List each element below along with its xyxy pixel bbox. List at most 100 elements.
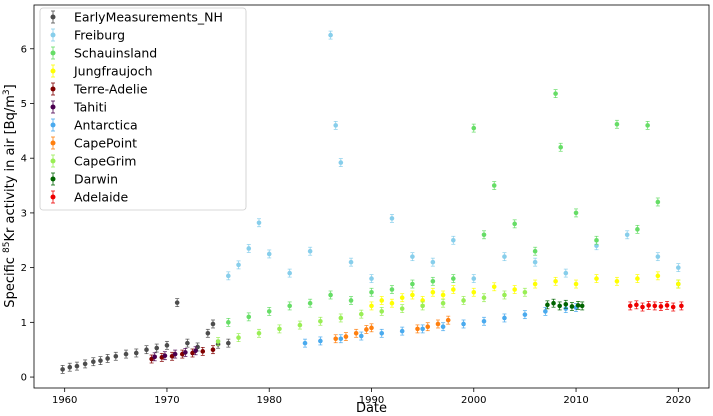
- data-point: [440, 292, 446, 298]
- data-point: [318, 318, 323, 324]
- data-point: [635, 227, 640, 232]
- data-point: [328, 292, 333, 298]
- y-axis-title-superscript: 85: [2, 242, 12, 253]
- legend-label: CapePoint: [74, 136, 137, 151]
- legend-label: Adelaide: [74, 190, 128, 205]
- data-point: [379, 298, 385, 303]
- x-tick-label: 1970: [154, 395, 179, 406]
- data-point: [256, 330, 262, 336]
- data-point: [573, 281, 579, 287]
- y-tick-label: 4: [21, 154, 27, 165]
- data-point: [679, 303, 684, 309]
- data-point: [655, 254, 661, 259]
- data-point: [174, 300, 180, 305]
- data-point: [410, 254, 415, 259]
- data-point: [343, 334, 349, 339]
- data-point: [551, 300, 556, 306]
- data-point: [502, 254, 507, 259]
- data-point: [430, 289, 436, 295]
- data-point: [172, 351, 178, 357]
- data-point: [557, 303, 562, 309]
- data-point: [594, 237, 599, 243]
- data-point: [369, 325, 374, 331]
- legend-frame: [39, 7, 247, 211]
- x-tick-label: 2010: [563, 395, 588, 406]
- data-point: [425, 324, 431, 330]
- data-point: [645, 123, 650, 128]
- data-point: [287, 270, 292, 276]
- data-point: [471, 276, 477, 281]
- data-point: [522, 312, 528, 317]
- data-point: [532, 248, 538, 254]
- data-point: [579, 303, 585, 309]
- data-point: [348, 298, 354, 303]
- data-point: [481, 232, 487, 238]
- data-points: [60, 30, 684, 374]
- data-point: [256, 220, 262, 226]
- data-point: [553, 279, 558, 284]
- data-point: [226, 340, 231, 346]
- data-point: [658, 304, 664, 309]
- legend-marker: [50, 104, 56, 110]
- data-point: [676, 265, 681, 270]
- data-point: [82, 361, 88, 367]
- data-point: [420, 303, 425, 309]
- data-point: [200, 349, 206, 354]
- data-point: [236, 262, 241, 268]
- data-point: [670, 304, 676, 310]
- data-point: [379, 309, 385, 314]
- data-point: [451, 237, 456, 243]
- legend-label: Terre-Adelie: [73, 82, 148, 97]
- data-point: [624, 232, 630, 238]
- data-point: [185, 340, 190, 346]
- data-point: [183, 350, 188, 355]
- x-tick-label: 2000: [461, 395, 486, 406]
- data-point: [646, 303, 651, 308]
- data-point: [676, 281, 681, 287]
- data-point: [369, 289, 374, 295]
- data-point: [563, 270, 569, 276]
- legend-label: Freiburg: [74, 28, 125, 43]
- data-point: [575, 303, 581, 308]
- data-point: [415, 326, 420, 332]
- data-point: [364, 327, 369, 332]
- data-point: [652, 303, 658, 309]
- data-point: [210, 321, 216, 327]
- y-axis-ticks: 0 1 2 3 4 5 6: [21, 44, 34, 384]
- data-point: [266, 251, 272, 257]
- data-point: [614, 121, 620, 127]
- y-tick-label: 6: [21, 44, 27, 55]
- data-point: [640, 304, 645, 310]
- y-axis-title-prefix: Specific: [3, 253, 18, 308]
- data-point: [215, 339, 221, 344]
- legend-label: Schauinsland: [74, 46, 157, 61]
- data-point: [277, 326, 282, 332]
- data-point: [399, 295, 405, 301]
- data-point: [563, 301, 569, 307]
- data-point: [532, 259, 538, 265]
- data-point: [445, 317, 451, 323]
- data-point: [502, 315, 507, 321]
- data-point: [318, 338, 323, 344]
- x-tick-label: 1980: [257, 395, 282, 406]
- data-point: [471, 289, 477, 295]
- x-tick-label: 1990: [359, 395, 384, 406]
- data-point: [389, 216, 395, 221]
- legend-label: Darwin: [74, 172, 118, 187]
- legend: EarlyMeasurements_NH Freiburg Schauinsland…: [39, 7, 247, 211]
- data-point: [614, 279, 620, 284]
- data-point: [144, 347, 149, 353]
- data-point: [193, 348, 198, 354]
- data-point: [553, 91, 558, 96]
- legend-marker: [50, 14, 56, 20]
- data-point: [532, 281, 538, 287]
- data-point: [348, 259, 354, 265]
- data-point: [113, 353, 119, 359]
- legend-marker: [50, 32, 56, 38]
- data-point: [338, 160, 344, 165]
- data-point: [328, 32, 333, 38]
- data-point: [627, 303, 633, 309]
- data-point: [502, 292, 507, 298]
- data-point: [635, 276, 640, 281]
- data-point: [410, 292, 415, 298]
